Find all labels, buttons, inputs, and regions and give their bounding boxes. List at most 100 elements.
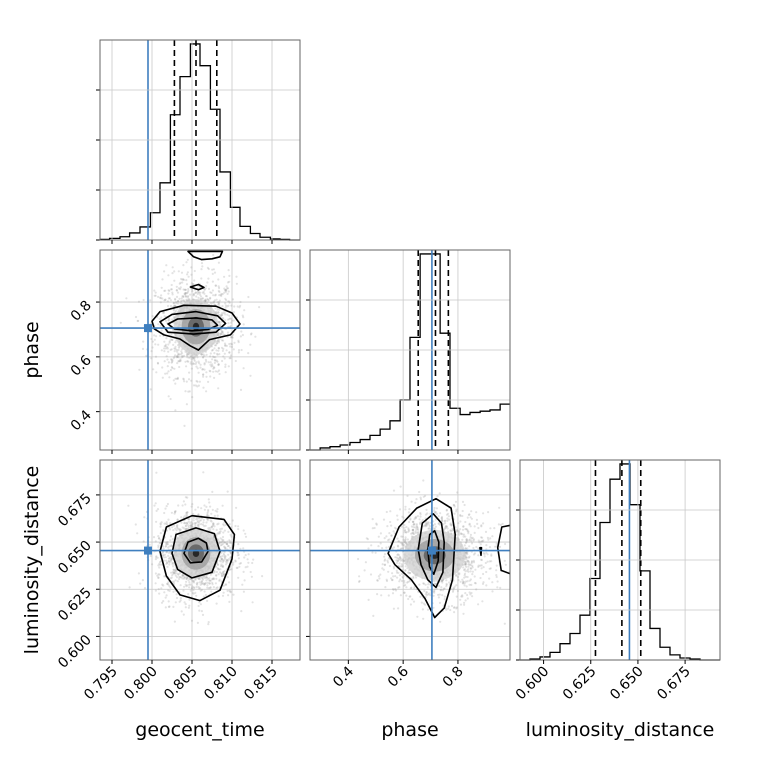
scatter-point bbox=[407, 580, 410, 583]
scatter-point bbox=[176, 354, 179, 358]
scatter-point bbox=[406, 494, 409, 497]
scatter-point bbox=[440, 515, 444, 519]
scatter-point bbox=[164, 545, 167, 548]
scatter-point bbox=[424, 524, 427, 527]
scatter-point bbox=[151, 315, 154, 318]
scatter-point bbox=[203, 363, 206, 366]
scatter-point bbox=[488, 560, 491, 563]
scatter-point bbox=[238, 306, 241, 309]
scatter-point bbox=[192, 356, 195, 359]
scatter-point bbox=[195, 518, 198, 521]
scatter-point bbox=[165, 337, 168, 340]
gridlines bbox=[100, 40, 300, 240]
scatter-point bbox=[484, 530, 488, 534]
scatter-point bbox=[452, 587, 455, 590]
scatter-point bbox=[159, 522, 162, 525]
scatter-point bbox=[437, 522, 440, 525]
scatter-point bbox=[400, 557, 403, 560]
panel-frame bbox=[309, 459, 511, 661]
scatter-point bbox=[209, 291, 212, 294]
scatter-point bbox=[244, 566, 247, 569]
scatter-point bbox=[234, 560, 237, 563]
scatter-point bbox=[437, 596, 440, 599]
scatter-point bbox=[470, 591, 473, 595]
scatter-point bbox=[447, 605, 450, 608]
scatter-point bbox=[189, 583, 192, 586]
scatter-point bbox=[153, 338, 156, 341]
scatter-point bbox=[187, 592, 190, 596]
scatter-point bbox=[217, 311, 220, 314]
scatter-point bbox=[143, 587, 147, 590]
scatter-point bbox=[134, 523, 137, 526]
scatter-point bbox=[467, 556, 470, 559]
scatter-point bbox=[485, 551, 488, 554]
scatter-point bbox=[172, 302, 176, 305]
scatter-point bbox=[201, 368, 204, 371]
scatter-point bbox=[167, 554, 170, 558]
scatter-point bbox=[396, 514, 399, 517]
scatter-point bbox=[220, 540, 223, 543]
scatter-point bbox=[154, 355, 158, 358]
scatter-point bbox=[412, 520, 415, 524]
scatter-point bbox=[462, 525, 465, 528]
scatter-point bbox=[242, 570, 245, 574]
scatter-point bbox=[224, 304, 228, 307]
scatter-point bbox=[441, 519, 444, 522]
scatter-point bbox=[491, 581, 494, 584]
scatter-point bbox=[168, 528, 172, 531]
scatter-point bbox=[395, 571, 399, 574]
scatter-point bbox=[381, 563, 384, 566]
ylabel-phase: phase bbox=[21, 321, 43, 378]
scatter-point bbox=[174, 354, 177, 357]
scatter-point bbox=[464, 520, 467, 524]
scatter-point bbox=[220, 557, 223, 560]
scatter-point bbox=[462, 580, 465, 583]
scatter-point bbox=[167, 557, 171, 560]
scatter-point bbox=[219, 323, 222, 326]
scatter-point bbox=[227, 300, 230, 303]
scatter-point bbox=[212, 523, 215, 526]
scatter-point bbox=[223, 554, 226, 557]
scatter-point bbox=[406, 538, 409, 541]
scatter-point bbox=[401, 535, 404, 538]
scatter-point bbox=[419, 595, 422, 598]
scatter-point bbox=[223, 573, 226, 576]
scatter-point bbox=[190, 355, 193, 358]
scatter-point bbox=[169, 348, 172, 351]
scatter-point bbox=[448, 518, 451, 521]
scatter-point bbox=[205, 505, 208, 508]
scatter-point bbox=[449, 529, 452, 533]
scatter-point bbox=[221, 564, 224, 567]
scatter-point bbox=[415, 528, 418, 531]
scatter-point bbox=[162, 311, 166, 314]
scatter-point bbox=[385, 546, 388, 549]
scatter-point bbox=[461, 533, 464, 536]
scatter-point bbox=[230, 568, 233, 571]
scatter-point bbox=[412, 600, 416, 603]
scatter-point bbox=[223, 291, 226, 294]
scatter-point bbox=[462, 533, 466, 536]
scatter-point bbox=[222, 347, 225, 350]
scatter-point bbox=[214, 574, 218, 577]
y-tick-label: 0.675 bbox=[55, 490, 95, 530]
scatter-point bbox=[449, 608, 452, 612]
scatter-point bbox=[232, 319, 235, 322]
scatter-point bbox=[414, 501, 417, 504]
scatter-point bbox=[475, 545, 478, 549]
scatter-point bbox=[413, 522, 416, 526]
injection-marker bbox=[144, 546, 152, 555]
scatter-point bbox=[166, 565, 169, 569]
scatter-point bbox=[170, 333, 173, 336]
scatter-point bbox=[169, 551, 172, 554]
scatter-point bbox=[196, 356, 199, 359]
scatter-point bbox=[207, 498, 210, 501]
scatter-point bbox=[170, 288, 173, 291]
scatter-point bbox=[447, 530, 450, 533]
scatter-point bbox=[149, 299, 152, 302]
scatter-point bbox=[179, 300, 182, 303]
scatter-point bbox=[198, 581, 201, 584]
scatter-point bbox=[217, 387, 220, 390]
scatter-point bbox=[408, 572, 411, 575]
scatter-point bbox=[190, 360, 193, 363]
scatter-point bbox=[220, 541, 223, 544]
